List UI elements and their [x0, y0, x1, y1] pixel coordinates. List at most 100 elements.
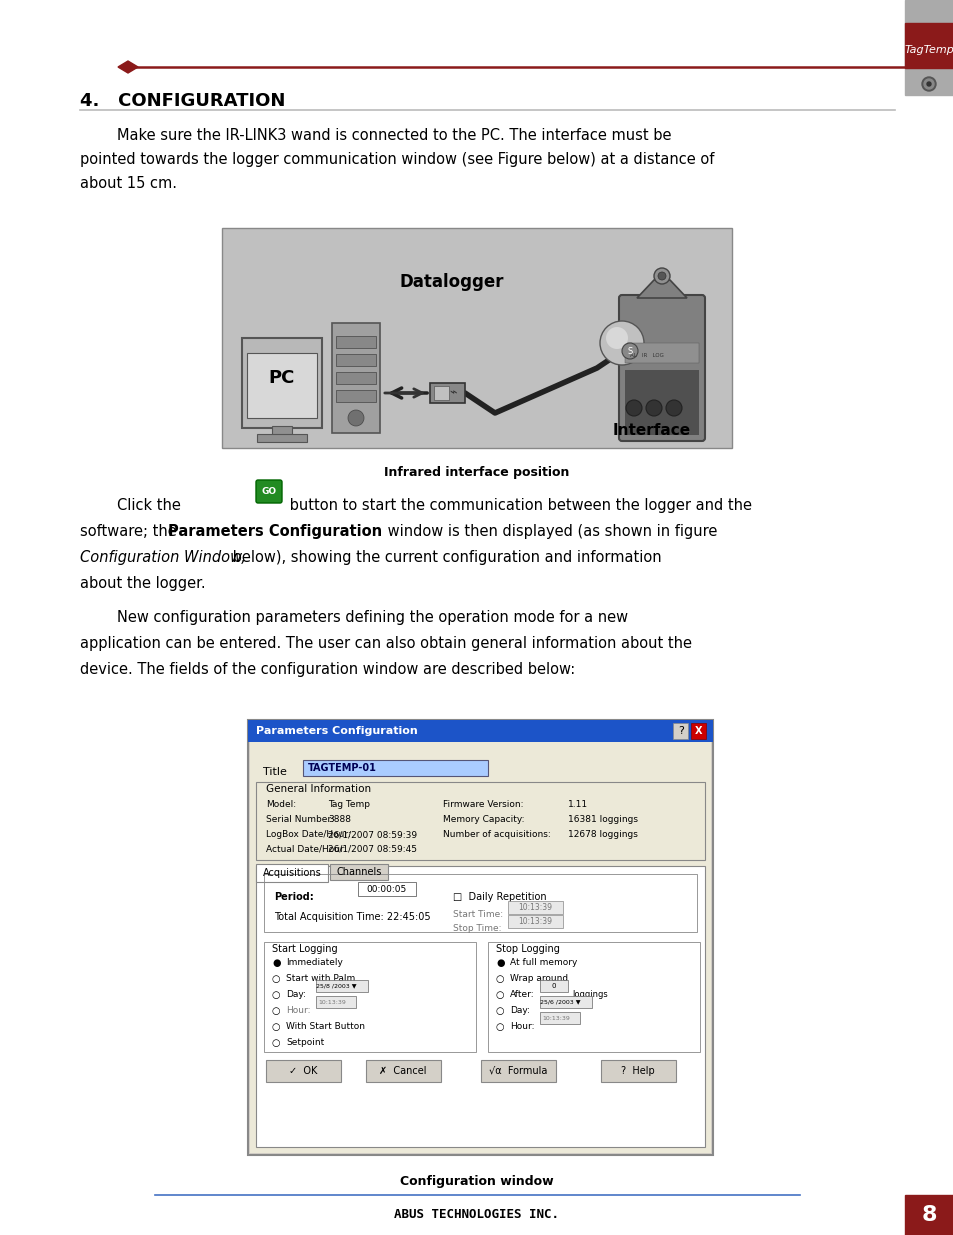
Text: ○: ○: [496, 990, 504, 1000]
Text: ○: ○: [272, 990, 280, 1000]
Text: below), showing the current configuration and information: below), showing the current configuratio…: [228, 550, 661, 564]
Text: button to start the communication between the logger and the: button to start the communication betwee…: [285, 498, 751, 513]
Circle shape: [926, 82, 930, 86]
Text: 25/8 /2003 ▼: 25/8 /2003 ▼: [315, 983, 356, 988]
Text: ?: ?: [678, 726, 683, 736]
Text: Make sure the IR-LINK3 wand is connected to the PC. The interface must be: Make sure the IR-LINK3 wand is connected…: [80, 128, 671, 143]
Text: Period:: Period:: [274, 892, 314, 902]
Bar: [600, 1060, 676, 1082]
Text: Day:: Day:: [510, 1007, 530, 1015]
Bar: [303, 760, 488, 776]
Text: 10:13:39: 10:13:39: [517, 904, 552, 913]
Bar: [255, 782, 704, 860]
Text: Start with Palm: Start with Palm: [286, 974, 355, 983]
Text: Wrap around: Wrap around: [510, 974, 568, 983]
Text: software; the: software; the: [80, 524, 181, 538]
Bar: [624, 343, 699, 363]
Bar: [335, 336, 375, 348]
Circle shape: [923, 79, 933, 89]
Bar: [335, 390, 375, 403]
Bar: [242, 338, 322, 429]
Text: 3888: 3888: [328, 815, 351, 824]
Text: Setpoint: Setpoint: [286, 1037, 324, 1047]
Text: GO: GO: [261, 488, 276, 496]
Text: New configuration parameters defining the operation mode for a new: New configuration parameters defining th…: [80, 610, 627, 625]
Bar: [480, 1060, 556, 1082]
Bar: [488, 942, 700, 1052]
Bar: [430, 383, 464, 403]
Bar: [248, 720, 712, 1155]
Text: ?  Help: ? Help: [620, 1066, 654, 1076]
Text: √α  Formula: √α Formula: [488, 1066, 547, 1076]
Bar: [357, 882, 416, 897]
Text: window is then displayed (as shown in figure: window is then displayed (as shown in fi…: [382, 524, 717, 538]
Circle shape: [654, 268, 669, 284]
Text: PC: PC: [269, 369, 294, 387]
Bar: [507, 902, 562, 914]
Polygon shape: [118, 61, 138, 73]
Text: ABUS TECHNOLOGIES INC.: ABUS TECHNOLOGIES INC.: [395, 1208, 558, 1221]
Text: Configuration window: Configuration window: [399, 1174, 554, 1188]
Text: device. The fields of the configuration window are described below:: device. The fields of the configuration …: [80, 662, 575, 677]
Bar: [264, 874, 697, 932]
Bar: [904, 0, 953, 95]
Text: X: X: [695, 726, 702, 736]
Text: Model:: Model:: [266, 800, 295, 809]
Circle shape: [621, 343, 638, 359]
Text: Start Logging: Start Logging: [272, 944, 337, 953]
Bar: [332, 324, 379, 433]
Text: Channels: Channels: [336, 867, 381, 877]
Text: AL   IR   LOG: AL IR LOG: [629, 353, 663, 358]
Text: ○: ○: [496, 1007, 504, 1016]
Bar: [266, 1060, 340, 1082]
Bar: [335, 354, 375, 366]
Text: Tag Temp: Tag Temp: [328, 800, 370, 809]
Text: General Information: General Information: [266, 784, 371, 794]
Text: Actual Date/Hour:: Actual Date/Hour:: [266, 845, 346, 853]
Text: ✗  Cancel: ✗ Cancel: [379, 1066, 426, 1076]
Bar: [255, 782, 704, 860]
Bar: [315, 981, 368, 992]
Text: Datalogger: Datalogger: [399, 273, 504, 291]
Bar: [315, 995, 355, 1008]
Bar: [904, 1195, 953, 1235]
Text: ○: ○: [496, 1023, 504, 1032]
Bar: [539, 1011, 579, 1024]
Text: S: S: [627, 347, 632, 356]
Bar: [904, 23, 953, 68]
Text: 1.11: 1.11: [567, 800, 587, 809]
Bar: [335, 372, 375, 384]
FancyBboxPatch shape: [255, 480, 282, 503]
Text: ●: ●: [272, 958, 280, 968]
Text: 00:00:05: 00:00:05: [367, 884, 407, 893]
Bar: [255, 864, 328, 882]
Bar: [248, 720, 712, 742]
Text: After:: After:: [510, 990, 534, 999]
Text: 26/1/2007 08:59:45: 26/1/2007 08:59:45: [328, 845, 416, 853]
Text: Immediately: Immediately: [286, 958, 342, 967]
Text: Parameters Configuration: Parameters Configuration: [168, 524, 382, 538]
Text: Title: Title: [263, 767, 287, 777]
Text: Stop Time:: Stop Time:: [453, 924, 501, 932]
Circle shape: [605, 327, 627, 350]
Text: Hour:: Hour:: [510, 1023, 534, 1031]
Circle shape: [921, 77, 935, 91]
Bar: [366, 1060, 440, 1082]
Text: pointed towards the logger communication window (see Figure below) at a distance: pointed towards the logger communication…: [80, 152, 714, 167]
Text: Click the: Click the: [80, 498, 181, 513]
Bar: [624, 370, 699, 435]
Text: Acquisitions: Acquisitions: [262, 868, 321, 878]
Text: TagTemp: TagTemp: [903, 44, 953, 56]
FancyBboxPatch shape: [618, 295, 704, 441]
Text: Number of acquisitions:: Number of acquisitions:: [442, 830, 550, 839]
Text: application can be entered. The user can also obtain general information about t: application can be entered. The user can…: [80, 636, 691, 651]
Bar: [539, 995, 592, 1008]
Circle shape: [665, 400, 681, 416]
Text: Configuration Window,: Configuration Window,: [80, 550, 246, 564]
Text: about 15 cm.: about 15 cm.: [80, 177, 177, 191]
Text: Total Acquisition Time: 22:45:05: Total Acquisition Time: 22:45:05: [274, 911, 430, 923]
Text: 0: 0: [551, 983, 556, 989]
Text: LogBox Date/Hour:: LogBox Date/Hour:: [266, 830, 351, 839]
Text: Stop Logging: Stop Logging: [496, 944, 559, 953]
Text: 12678 loggings: 12678 loggings: [567, 830, 638, 839]
